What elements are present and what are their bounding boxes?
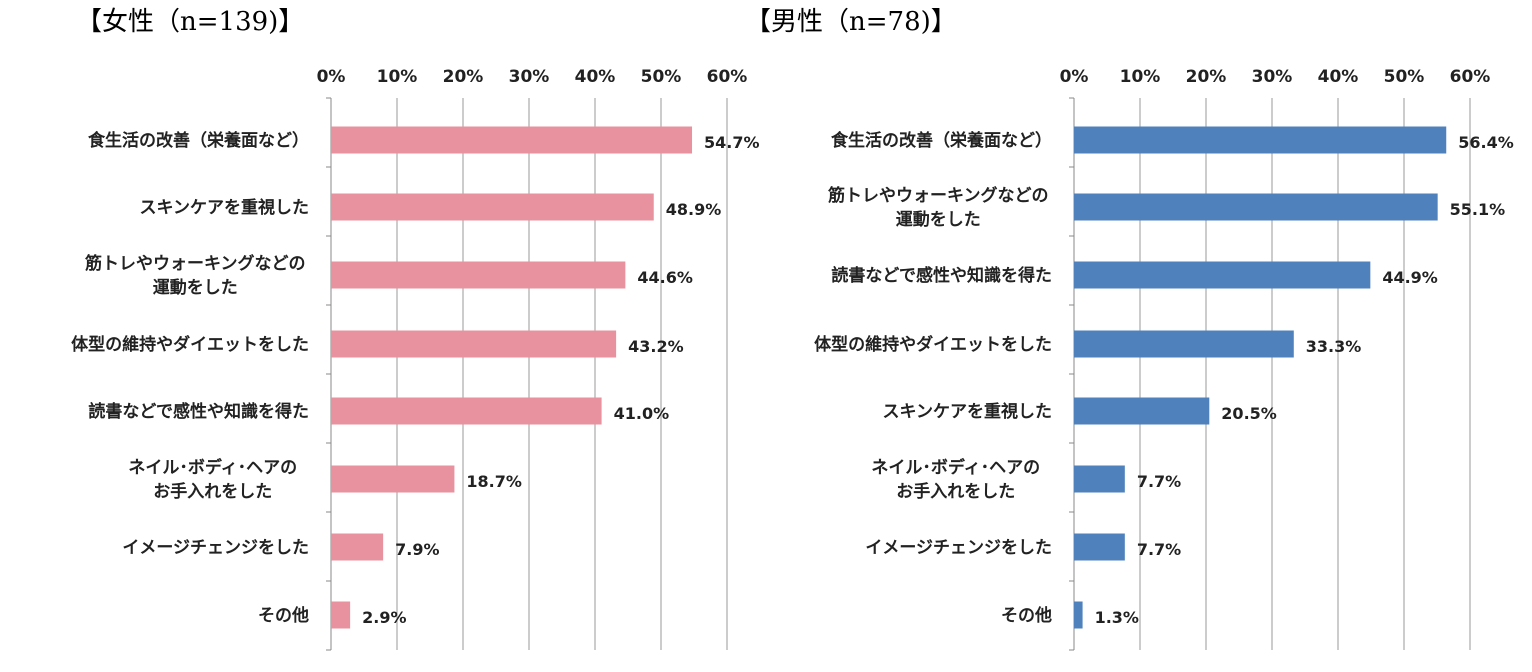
- female-bar: [331, 330, 617, 358]
- male-value-label: 56.4%: [1458, 133, 1514, 152]
- female-tick-label: 50%: [641, 67, 682, 87]
- male-value-label: 1.3%: [1095, 608, 1139, 627]
- female-bar: [331, 261, 626, 289]
- male-bar: [1074, 397, 1210, 425]
- female-value-label: 2.9%: [362, 608, 406, 627]
- male-tick-label: 50%: [1384, 67, 1425, 87]
- male-value-label: 7.7%: [1137, 472, 1181, 491]
- female-value-label: 44.6%: [637, 268, 693, 287]
- male-bar: [1074, 330, 1294, 358]
- female-value-label: 7.9%: [395, 540, 439, 559]
- female-category-label: その他: [258, 605, 309, 626]
- male-category-label: 読書などで感性や知識を得た: [831, 265, 1052, 286]
- male-bar: [1074, 465, 1125, 493]
- female-category-label: 食生活の改善（栄養面など）: [88, 130, 309, 151]
- female-bar: [331, 465, 455, 493]
- female-tick-label: 40%: [575, 67, 616, 87]
- male-tick-label: 0%: [1060, 67, 1089, 87]
- male-bar: [1074, 533, 1125, 561]
- male-category-label: 筋トレやウォーキングなどの運動をした: [827, 185, 1049, 230]
- female-category-label: ネイル･ボディ･ヘアのお手入れをした: [128, 457, 297, 502]
- female-category-label: 筋トレやウォーキングなどの運動をした: [84, 253, 306, 298]
- male-value-label: 55.1%: [1450, 200, 1506, 219]
- female-tick-label: 60%: [707, 67, 748, 87]
- male-category-label: ネイル･ボディ･ヘアのお手入れをした: [871, 457, 1040, 502]
- male-bar: [1074, 601, 1083, 629]
- female-bar: [331, 601, 351, 629]
- female-value-label: 48.9%: [666, 200, 722, 219]
- female-bar: [331, 397, 602, 425]
- female-tick-label: 30%: [509, 67, 550, 87]
- female-category-label: イメージチェンジをした: [122, 538, 309, 558]
- male-bar: [1074, 193, 1438, 221]
- male-tick-label: 30%: [1252, 67, 1293, 87]
- male-value-label: 20.5%: [1221, 404, 1277, 423]
- female-category-label: 読書などで感性や知識を得た: [88, 401, 309, 422]
- female-bar: [331, 533, 384, 561]
- female-value-label: 18.7%: [466, 472, 522, 491]
- male-value-label: 44.9%: [1382, 268, 1438, 287]
- male-category-label: イメージチェンジをした: [865, 538, 1052, 558]
- male-tick-label: 40%: [1318, 67, 1359, 87]
- female-category-label: スキンケアを重視した: [140, 197, 310, 218]
- female-tick-label: 0%: [317, 67, 346, 87]
- female-chart-title: 【女性（n=139)】: [76, 7, 304, 37]
- male-bar: [1074, 126, 1447, 154]
- female-value-label: 54.7%: [704, 133, 760, 152]
- male-value-label: 33.3%: [1306, 337, 1362, 356]
- male-category-label: 体型の維持やダイエットをした: [814, 334, 1052, 355]
- female-bar: [331, 193, 654, 221]
- male-category-label: その他: [1001, 605, 1052, 626]
- female-value-label: 41.0%: [614, 404, 670, 423]
- female-value-label: 43.2%: [628, 337, 684, 356]
- female-tick-label: 10%: [377, 67, 418, 87]
- male-value-label: 7.7%: [1137, 540, 1181, 559]
- male-category-label: 食生活の改善（栄養面など）: [831, 130, 1052, 151]
- female-tick-label: 20%: [443, 67, 484, 87]
- male-category-label: スキンケアを重視した: [883, 401, 1053, 422]
- male-tick-label: 10%: [1120, 67, 1161, 87]
- male-tick-label: 20%: [1186, 67, 1227, 87]
- female-category-label: 体型の維持やダイエットをした: [71, 334, 309, 355]
- male-tick-label: 60%: [1450, 67, 1491, 87]
- male-bar: [1074, 261, 1371, 289]
- male-chart-title: 【男性（n=78)】: [745, 7, 957, 37]
- female-bar: [331, 126, 693, 154]
